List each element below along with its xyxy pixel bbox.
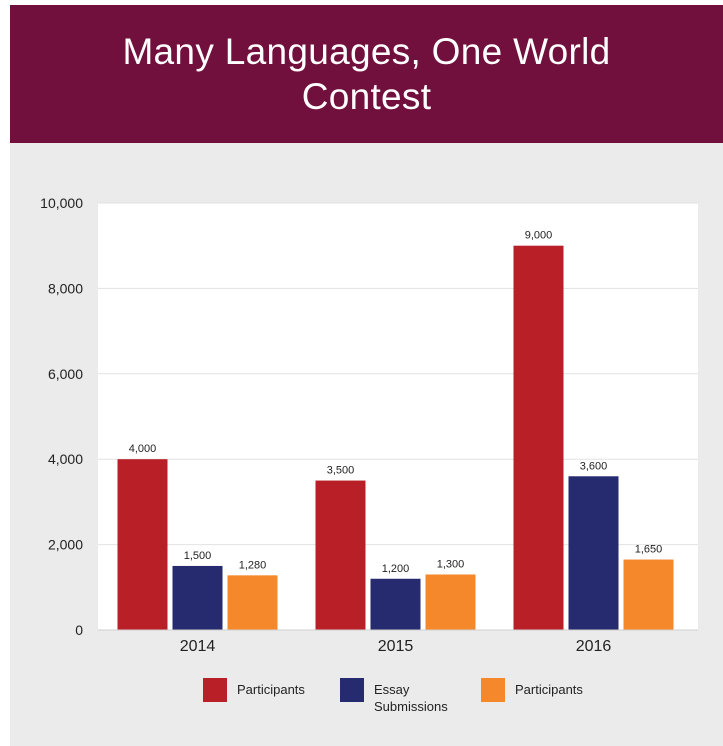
x-tick-label: 2016 bbox=[576, 638, 612, 655]
data-label: 1,650 bbox=[635, 544, 663, 556]
legend-swatch-participants-2 bbox=[481, 678, 505, 702]
legend-swatch-participants bbox=[203, 678, 227, 702]
chart-title: Many Languages, One World Contest bbox=[122, 31, 611, 117]
y-tick-label: 8,000 bbox=[48, 280, 83, 296]
title-banner: Many Languages, One World Contest bbox=[10, 5, 723, 143]
legend: Participants Essay Submissions Participa… bbox=[0, 678, 723, 728]
bar bbox=[513, 245, 564, 630]
legend-label-participants-2: Participants bbox=[515, 682, 583, 697]
legend-item-participants-2: Participants bbox=[481, 678, 583, 702]
y-tick-label: 6,000 bbox=[48, 366, 83, 382]
data-label: 1,300 bbox=[437, 558, 465, 570]
y-tick-label: 0 bbox=[75, 622, 83, 638]
bar bbox=[623, 559, 674, 630]
x-tick-label: 2015 bbox=[378, 638, 414, 655]
data-label: 3,500 bbox=[327, 465, 355, 477]
x-tick-label: 2014 bbox=[180, 638, 216, 655]
data-label: 1,200 bbox=[382, 563, 410, 575]
legend-label-essay-submissions: Essay Submissions bbox=[374, 682, 448, 714]
data-label: 4,000 bbox=[129, 443, 157, 455]
y-tick-label: 4,000 bbox=[48, 451, 83, 467]
legend-item-participants: Participants bbox=[203, 678, 305, 702]
bar bbox=[315, 480, 366, 630]
y-tick-label: 2,000 bbox=[48, 537, 83, 553]
legend-label-participants: Participants bbox=[237, 682, 305, 697]
data-label: 3,600 bbox=[580, 460, 608, 472]
bar bbox=[370, 578, 421, 630]
legend-swatch-essay-submissions bbox=[340, 678, 364, 702]
data-label: 9,000 bbox=[525, 230, 553, 242]
y-tick-label: 10,000 bbox=[40, 195, 83, 211]
bar bbox=[227, 575, 278, 630]
legend-item-essay-submissions: Essay Submissions bbox=[340, 678, 464, 715]
bar bbox=[172, 565, 223, 630]
bar bbox=[425, 574, 476, 630]
bar bbox=[117, 459, 168, 630]
bar bbox=[568, 476, 619, 630]
data-label: 1,280 bbox=[239, 559, 267, 571]
data-label: 1,500 bbox=[184, 550, 212, 562]
